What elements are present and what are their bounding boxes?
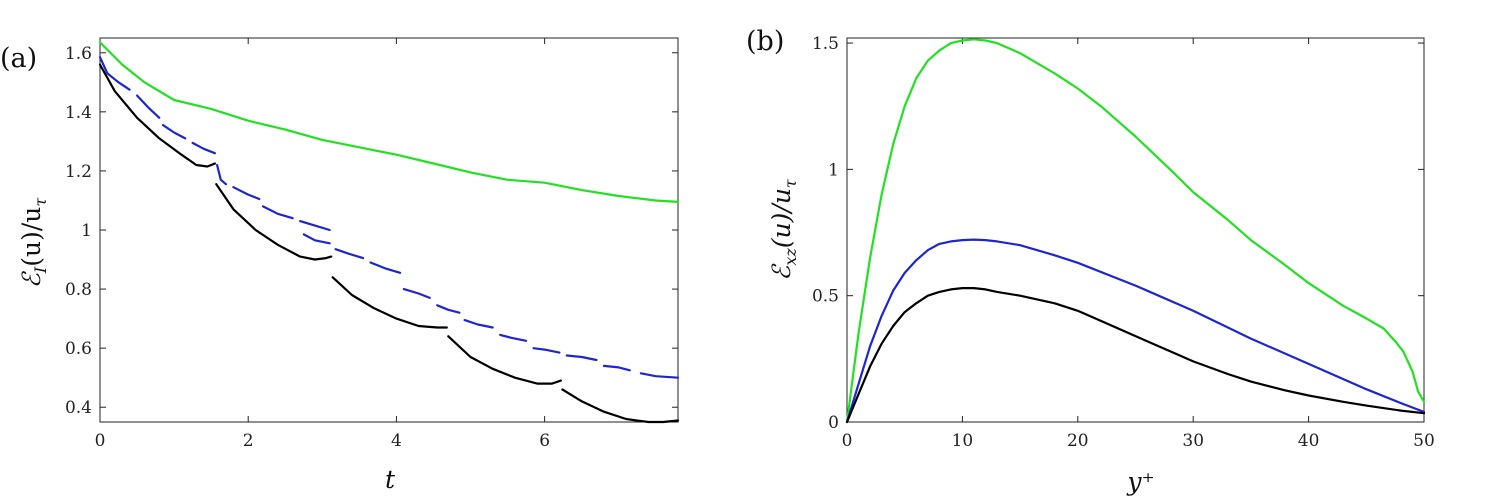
panel-a-ylabel-rest: (u)/u	[17, 207, 46, 267]
panel-a-series-blue-segment-2	[161, 124, 187, 140]
panel-b-ytick-label: 1	[828, 160, 839, 180]
panel-a-ytick-label: 1.6	[65, 44, 92, 64]
panel-a-series-black-segment-2	[331, 276, 448, 329]
panel-b-frame	[846, 37, 1425, 423]
panel-a-series-blue-segment-11	[402, 288, 431, 299]
panel-b-ylabel-tau: τ	[781, 178, 800, 188]
panel-a-ytick-label: 1	[81, 221, 92, 241]
panel-a-series-green-segment-0	[98, 41, 680, 203]
panel-a-series-blue-segment-16	[565, 354, 598, 362]
panel-b-ylabel: ℰxz(u)/uτ	[767, 178, 800, 281]
panel-a-ylabel-sub: I	[31, 266, 50, 274]
panel-b-ylabel-rest: (u)/u	[767, 188, 796, 248]
panel-a-series-blue-segment-6	[261, 205, 294, 220]
panel-a-label: (a)	[0, 43, 37, 74]
panel-a-ytick-label: 0.4	[65, 398, 92, 418]
panel-a-series-blue-segment-13	[463, 319, 494, 329]
panel-a-ytick-label: 0.8	[65, 280, 92, 300]
panel-a-series-blue-segment-0	[98, 56, 131, 91]
panel-a-ylabel-symbol: ℰ	[17, 270, 46, 288]
panel-a-ylabel: ℰI(u)/uτ	[17, 197, 50, 289]
panel-b-xtick-label: 20	[1067, 431, 1089, 451]
panel-b-chart: (b) ℰxz(u)/uτ 0 10 20 30 40 50 0 0.5 1 1.5 y⁺	[746, 26, 1435, 496]
panel-a-series-blue-segment-1	[136, 94, 161, 119]
panel-a-ylabel-tau: τ	[31, 197, 50, 207]
panel-b-label: (b)	[746, 26, 784, 57]
panel-a-axes: 0 2 4 6 0.4 0.6 0.8 1 1.2 1.4 1.6	[65, 37, 679, 451]
svg-text:ℰI(u)/uτ: ℰI(u)/uτ	[17, 197, 50, 289]
panel-b-axes: 0 10 20 30 40 50 0 0.5 1 1.5	[812, 34, 1435, 451]
panel-b-xtick-label: 0	[842, 431, 853, 451]
panel-b-ytick-label: 0.5	[812, 287, 839, 307]
panel-b-xtick-label: 30	[1182, 431, 1204, 451]
panel-a-series-black-segment-4	[561, 388, 680, 424]
panel-a-plot-area	[98, 41, 680, 424]
panel-a-series-blue-segment-9	[334, 248, 365, 260]
panel-a-series-blue-segment-8	[302, 233, 331, 245]
panel-a-series-blue-segment-4	[216, 163, 228, 186]
panel-a-ytick-label: 0.6	[65, 339, 92, 359]
panel-a-series-blue-segment-14	[499, 333, 528, 342]
panel-b-ylabel-sub: xz	[781, 248, 800, 266]
panel-a-xtick-label: 0	[95, 431, 106, 451]
panel-b-plot-area	[845, 38, 1426, 424]
panel-a-xtick-label: 4	[391, 431, 402, 451]
panel-b-xtick-label: 40	[1298, 431, 1320, 451]
panel-a-xtick-label: 6	[539, 431, 550, 451]
panel-a-chart: (a) ℰI(u)/uτ 0 2 4 6 0.4 0.6 0.8 1 1.2 1.4 1.6 t	[0, 37, 680, 494]
panel-a-ytick-label: 1.2	[65, 162, 92, 182]
panel-a-series-blue-segment-17	[602, 364, 631, 372]
panel-a-series-blue-segment-7	[299, 220, 331, 232]
panel-a-series-black-segment-0	[98, 63, 216, 168]
panel-b-ytick-label: 0	[828, 413, 839, 433]
panel-b-ytick-label: 1.5	[812, 34, 839, 54]
panel-b-series-blue-segment-0	[845, 238, 1426, 424]
panel-a-ytick-label: 1.4	[65, 103, 92, 123]
panel-b-xtick-label: 10	[952, 431, 974, 451]
panel-a-series-blue-segment-5	[232, 186, 261, 201]
panel-a-series-blue-segment-15	[532, 347, 561, 354]
panel-a-series-blue-segment-10	[369, 261, 402, 274]
panel-b-xtick-label: 50	[1413, 431, 1435, 451]
panel-a-series-blue-segment-18	[639, 372, 680, 379]
panel-b-xlabel: y⁺	[1126, 467, 1154, 496]
panel-b-series-black-segment-0	[845, 287, 1426, 424]
panel-a-xlabel: t	[385, 465, 396, 494]
panel-a-series-blue-segment-3	[191, 141, 216, 155]
svg-text:ℰxz(u)/uτ: ℰxz(u)/uτ	[767, 178, 800, 281]
panel-a-series-black-segment-1	[215, 183, 333, 261]
panel-a-series-blue-segment-12	[436, 304, 461, 314]
panel-b-series-green-segment-0	[845, 38, 1426, 424]
panel-a-frame	[99, 37, 679, 423]
panel-b-ylabel-symbol: ℰ	[767, 263, 796, 281]
panel-a-xtick-label: 2	[243, 431, 254, 451]
panel-a-series-black-segment-3	[447, 335, 562, 385]
